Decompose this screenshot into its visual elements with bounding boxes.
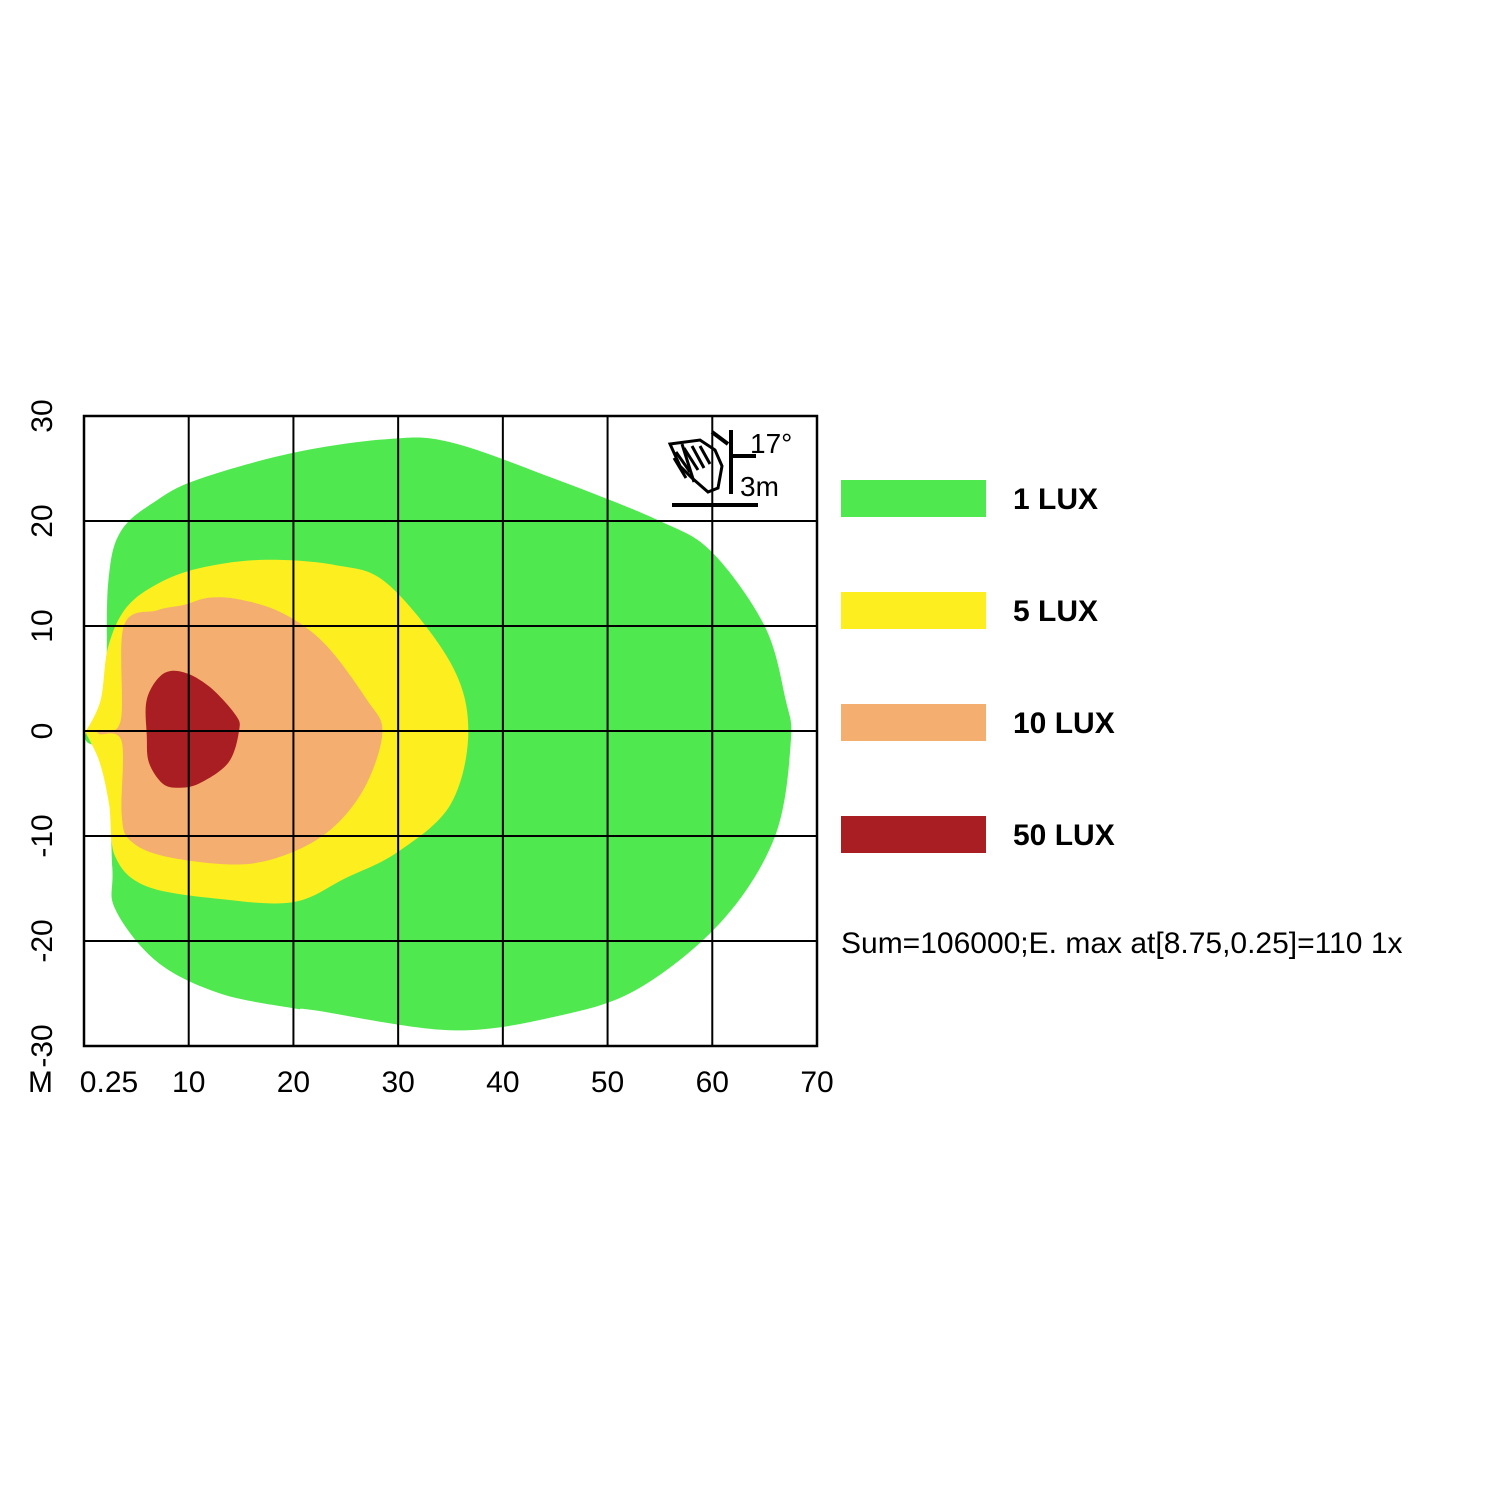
x-axis-ticks: 0.25 10 20 30 40 50 60 70 [80,1066,834,1099]
legend-label-50-lux: 50 LUX [1013,819,1115,852]
legend-swatch-10-lux [841,704,986,741]
legend-swatch-5-lux [841,592,986,629]
isolux-contours [84,437,792,1031]
floodlight-icon [667,438,724,494]
chart-grid [82,414,819,1048]
mounting-angle-label: 17° [750,428,792,459]
x-tick-label: 0.25 [80,1066,138,1099]
y-axis-ticks: 30 20 10 0 -10 -20 -30 [26,399,59,1067]
y-tick-label: -10 [26,814,59,857]
mounting-pole-icon [672,430,758,507]
summary-text: Sum=106000;E. max at[8.75,0.25]=110 1x [841,927,1403,960]
plot-frame [82,414,819,1048]
legend-label-1-lux: 1 LUX [1013,483,1098,516]
x-tick-label: 30 [381,1066,414,1099]
legend-label-10-lux: 10 LUX [1013,707,1115,740]
x-tick-label: 20 [277,1066,310,1099]
legend: 1 LUX 5 LUX 10 LUX 50 LUX [841,480,1115,853]
contour-50-lux [145,670,240,788]
floodlight-mounting-icon: 17° 3m [667,428,792,507]
legend-label-5-lux: 5 LUX [1013,595,1098,628]
y-tick-label: 10 [26,609,59,642]
x-tick-label: 40 [486,1066,519,1099]
x-tick-label: 70 [800,1066,833,1099]
x-tick-label: 60 [696,1066,729,1099]
x-tick-label: 50 [591,1066,624,1099]
y-tick-label: 20 [26,504,59,537]
x-tick-label: 10 [172,1066,205,1099]
y-tick-label: 0 [26,723,59,740]
legend-swatch-1-lux [841,480,986,517]
y-tick-label: -20 [26,919,59,962]
mounting-height-label: 3m [740,471,779,502]
y-tick-label: -30 [26,1024,59,1067]
y-tick-label: 30 [26,399,59,432]
x-axis-label: M [28,1066,53,1099]
legend-swatch-50-lux [841,816,986,853]
